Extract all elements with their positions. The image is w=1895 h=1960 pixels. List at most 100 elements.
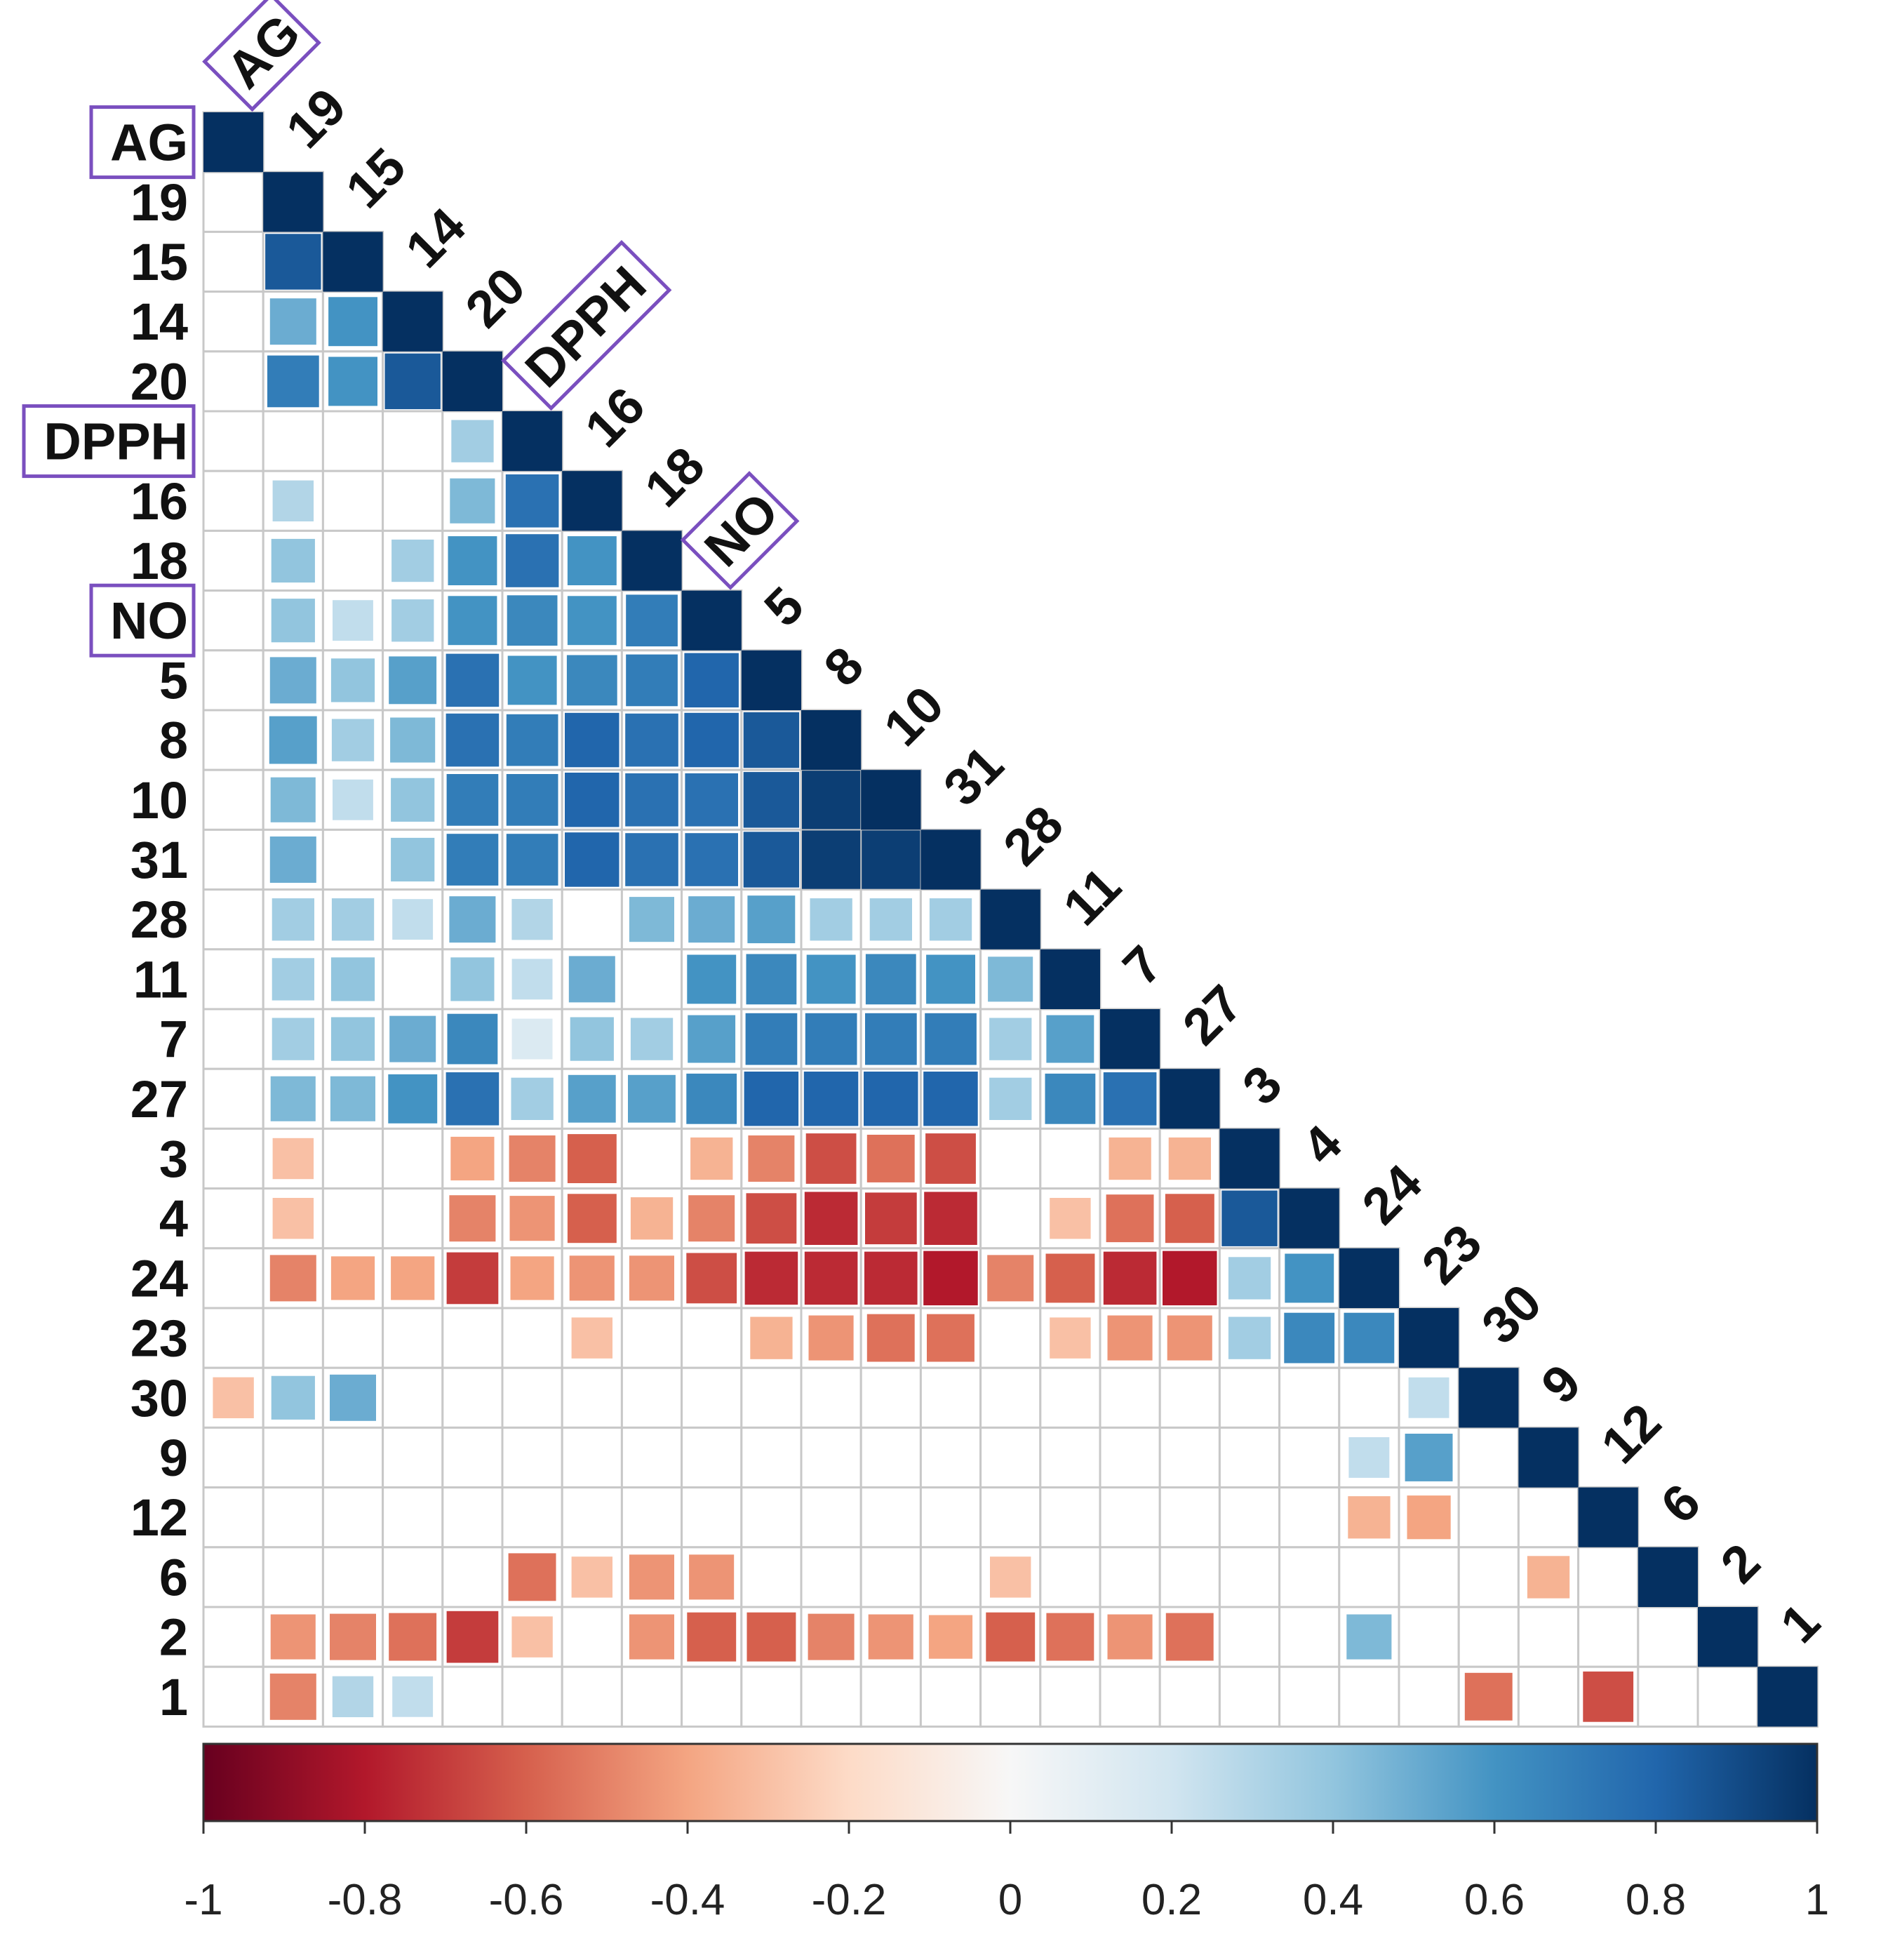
cell-2-NO [687,1612,737,1662]
cell-24-NO [686,1253,737,1304]
column-label-31: 31 [932,735,1015,817]
cell-16-DPPH [505,474,559,528]
grid-cell [1577,1546,1640,1608]
grid-cell [919,1426,982,1489]
cell-8-15 [331,719,375,761]
colorbar-tick-label: 0 [998,1876,1022,1924]
grid-cell [321,828,384,891]
cell-2-15 [330,1613,376,1660]
grid-cell [202,410,265,472]
grid-cell [681,1665,743,1728]
cell-8-18 [625,713,678,767]
cell-2-5 [746,1612,796,1662]
grid-cell [202,1067,265,1130]
grid-cell [1218,1665,1281,1728]
cell-2-19 [270,1614,316,1660]
column-label-20: 20 [454,256,536,338]
cell-31-31 [920,829,981,890]
cell-24-16 [569,1255,615,1301]
cell-NO-19 [271,599,315,643]
grid-cell [740,1366,803,1429]
row-label-23: 23 [130,1309,188,1368]
column-label-group: 6 [1649,1473,1711,1535]
cell-8-16 [565,712,620,768]
cell-24-5 [744,1251,798,1305]
cell-3-31 [925,1133,976,1184]
grid-cell [681,1307,743,1369]
cell-10-NO [685,773,738,827]
grid-cell [202,1247,265,1309]
grid-cell [1457,1486,1520,1549]
cell-27-DPPH [511,1077,554,1120]
row-label-8: 8 [159,712,188,770]
cell-9-24 [1348,1437,1390,1478]
grid-cell [202,350,265,413]
cell-31-10 [862,830,920,889]
cell-8-14 [390,717,436,763]
cell-18-14 [391,539,434,582]
row-label-15: 15 [130,233,188,291]
cell-3-3 [1219,1128,1280,1189]
cell-7-DPPH [511,1018,553,1060]
column-label-18: 18 [634,436,716,518]
column-label-group: 3 [1231,1054,1293,1116]
grid-cell [1099,1546,1161,1608]
grid-cell [620,1366,683,1429]
row-labels: AG19151420DPPH1618NO58103128117273424233… [22,105,196,1726]
grid-cell [1398,1606,1460,1668]
grid-cell [859,1486,922,1549]
grid-cell [202,589,265,652]
row-label-16: 16 [130,472,188,531]
grid-cell [202,1546,265,1608]
cell-27-7 [1103,1072,1157,1126]
cell-11-DPPH [511,959,553,1000]
grid-cell [202,1008,265,1070]
grid-cell [262,1546,324,1608]
cell-8-NO [684,712,739,768]
cell-4-18 [630,1197,674,1240]
cell-4-16 [567,1194,617,1244]
grid-cell [1398,1546,1460,1608]
column-label-group: 27 [1172,974,1254,1056]
grid-cell [202,1187,265,1250]
grid-cell [202,649,265,712]
column-label-group: 11 [1052,856,1132,936]
cell-24-10 [864,1251,918,1305]
cell-10-DPPH [506,774,558,826]
cell-7-7 [1100,1009,1160,1069]
cell-2-7 [1107,1614,1153,1660]
column-label-group: 30 [1471,1273,1553,1355]
grid-cell [740,1546,803,1608]
grid-cell [740,1665,803,1728]
grid-cell [740,1486,803,1549]
grid-cell [321,1426,384,1489]
row-label-2: 2 [159,1608,188,1667]
cell-24-20 [446,1252,499,1305]
cell-27-5 [744,1072,799,1126]
grid-cell [1218,1546,1281,1608]
cell-31-8 [802,830,861,889]
cell-24-7 [1103,1251,1157,1305]
grid-cell [979,1127,1042,1190]
colorbar [202,1742,1819,1822]
cell-1-14 [392,1676,434,1717]
column-label-group: 31 [932,735,1015,817]
cell-23-31 [927,1314,975,1362]
grid-cell [620,1127,683,1190]
grid-cell [1099,1665,1161,1728]
cell-30-30 [1459,1368,1519,1428]
column-label-group: 10 [873,675,955,757]
cell-10-19 [270,777,316,822]
grid-cell [1517,1606,1580,1668]
cell-23-16 [571,1317,612,1359]
cell-23-27 [1167,1315,1212,1361]
cell-28-14 [392,899,434,940]
cell-6-NO [689,1554,735,1600]
grid-cell [441,1366,504,1429]
colorbar-tick-label: -1 [184,1876,222,1924]
cell-11-11 [1040,949,1100,1009]
cell-15-19 [265,234,321,290]
grid-cell [800,1426,862,1489]
cell-5-DPPH [507,655,557,705]
cell-6-9 [1527,1556,1570,1599]
